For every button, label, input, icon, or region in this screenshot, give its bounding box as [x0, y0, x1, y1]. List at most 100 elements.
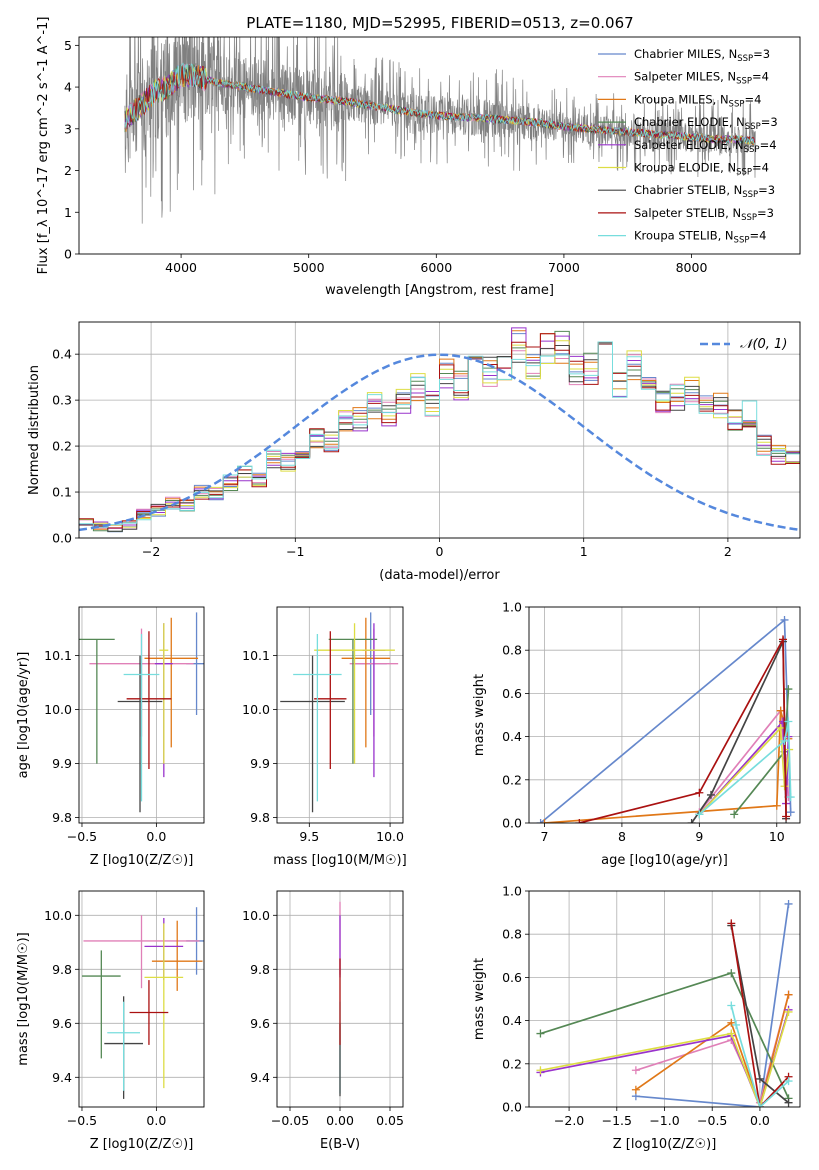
legend-label-tail: =3	[761, 115, 778, 129]
axes-frame	[276, 890, 404, 1108]
legend-label-gaussian: 𝒩(0, 1)	[740, 337, 787, 352]
y-tick-label: 0.8	[502, 643, 522, 658]
legend-label-krou_elodie: Kroupa ELODIE, NSSP=4	[634, 161, 769, 178]
y-tick-label: 9.8	[52, 962, 72, 977]
legend-label-krou_miles: Kroupa MILES, NSSP=4	[634, 92, 761, 109]
y-tick-label: 10.1	[44, 648, 72, 663]
x-axis-label: E(B-V)	[320, 1137, 360, 1152]
y-tick-label: 0.2	[502, 772, 522, 787]
weight-marker-chab_miles	[784, 899, 793, 908]
x-tick-label: 0.0	[146, 1113, 166, 1128]
y-tick-label: 9.4	[52, 1070, 72, 1085]
legend-label-salp_elodie: Salpeter ELODIE, NSSP=4	[634, 138, 777, 155]
x-axis-label: Z [log10(Z/Z☉)]	[90, 853, 194, 868]
y-tick-label: 0.0	[502, 816, 522, 831]
legend-label-tail: =3	[753, 47, 770, 61]
y-axis-label: Normed distribution	[27, 365, 42, 495]
weight-line-chab_miles	[635, 903, 790, 1107]
weight-marker-krou_stelib	[784, 717, 793, 726]
x-axis-label: Z [log10(Z/Z☉)]	[613, 1137, 717, 1152]
y-tick-label: 9.9	[52, 756, 72, 771]
y-tick-label: 9.8	[52, 810, 72, 825]
x-tick-label: 6000	[420, 260, 452, 275]
plot-area-weight_vs_Z	[536, 899, 793, 1107]
x-tick-label: −0.5	[67, 1113, 97, 1128]
weight-marker-chab_elodie	[536, 1029, 545, 1038]
y-axis-label: mass [log10(M/M☉)]	[16, 932, 31, 1065]
weight-marker-salp_stelib	[727, 919, 736, 928]
weight-marker-krou_stelib	[727, 1001, 736, 1010]
y-axis-label: mass weight	[472, 674, 487, 756]
legend-label-tail: =4	[752, 70, 769, 84]
weight-marker-salp_stelib	[695, 788, 704, 797]
x-axis-label: (data-model)/error	[379, 568, 500, 583]
legend-label-krou_stelib: Kroupa STELIB, NSSP=4	[634, 229, 766, 246]
y-tick-label: 10.1	[242, 648, 270, 663]
weight-marker-chab_miles	[786, 808, 795, 817]
legend-label-main: Salpeter ELODIE, N	[634, 138, 744, 152]
axes-mass_vs_Z: −0.5 0.0 9.4 9.6 9.8 10.0 Z [log10(Z/Z☉)] mass …	[16, 890, 205, 1152]
weight-marker-salp_miles	[631, 1066, 640, 1075]
y-tick-label: 9.9	[250, 756, 270, 771]
legend-label-sub: SSP	[736, 77, 752, 87]
y-tick-label: 0.0	[502, 1100, 522, 1115]
x-axis-label: mass [log10(M/M☉)]	[273, 853, 406, 868]
weight-marker-chab_miles	[780, 615, 789, 624]
x-tick-label: −0.5	[697, 1113, 727, 1128]
plots: 4000 5000 6000 7000 8000 0 1 2 3 4 5 wavelength [An…	[16, 17, 801, 1152]
weight-marker-krou_elodie	[780, 782, 789, 791]
y-axis-label: mass weight	[472, 958, 487, 1040]
weight-marker-chab_miles	[536, 819, 545, 823]
legend-label-sub: SSP	[734, 236, 750, 246]
y-tick-label: 0.1	[52, 485, 72, 500]
legend-label-sub: SSP	[741, 213, 757, 223]
plot-area-weight_vs_age	[536, 615, 795, 823]
y-axis-label: age [log10(age/yr)]	[16, 652, 31, 779]
weight-marker-chab_stelib	[706, 790, 715, 799]
weight-marker-chab_stelib	[687, 819, 696, 823]
weight-line-krou_miles	[635, 994, 790, 1107]
y-tick-label: 10.0	[242, 908, 270, 923]
x-tick-label: 5000	[293, 260, 325, 275]
x-tick-label: 7000	[548, 260, 580, 275]
y-tick-label: 10.0	[242, 702, 270, 717]
axes-frame	[276, 606, 404, 824]
weight-marker-chab_stelib	[755, 1074, 764, 1083]
x-tick-label: −1.5	[602, 1113, 632, 1128]
axes-frame	[78, 321, 801, 539]
legend-label-main: Kroupa STELIB, N	[634, 229, 734, 243]
weight-line-salp_stelib	[730, 923, 790, 1107]
x-tick-label: 0.05	[376, 1113, 404, 1128]
weight-line-krou_elodie	[698, 725, 791, 815]
x-tick-label: 8	[618, 829, 626, 844]
weight-marker-krou_stelib	[732, 1020, 741, 1029]
weight-marker-krou_miles	[784, 990, 793, 999]
weight-line-krou_stelib	[698, 721, 792, 816]
gaussian-curve	[79, 353, 800, 532]
axes-frame	[528, 606, 801, 824]
weight-marker-krou_stelib	[784, 1077, 793, 1086]
x-tick-label: 4000	[165, 260, 197, 275]
y-tick-label: 9.8	[250, 810, 270, 825]
x-axis-label: age [log10(age/yr)]	[601, 853, 728, 868]
x-tick-label: −1	[286, 544, 304, 559]
x-tick-label: 0.0	[146, 829, 166, 844]
y-tick-label: 4	[64, 80, 72, 95]
y-tick-label: 9.8	[250, 962, 270, 977]
legend-label-sub: SSP	[742, 190, 758, 200]
weight-marker-chab_elodie	[727, 969, 736, 978]
axes-frame	[528, 890, 801, 1108]
observed-spectrum	[124, 37, 756, 224]
axes-residual_hist: −2 −1 0 1 2 0.0 0.1 0.2 0.3 0.4 𝒩(0, 1) (data-model…	[27, 321, 801, 583]
axes-frame	[78, 36, 801, 255]
weight-marker-chab_stelib	[784, 1098, 793, 1107]
x-tick-label: −1.0	[649, 1113, 679, 1128]
axes-age_vs_Z: −0.5 0.0 9.8 9.9 10.0 10.1 Z [log10(Z/Z☉)] age …	[16, 606, 205, 868]
x-tick-label: −0.05	[271, 1113, 309, 1128]
legend-label-sub: SSP	[745, 122, 761, 132]
x-tick-label: 0.0	[750, 1113, 770, 1128]
y-tick-label: 0.8	[502, 927, 522, 942]
plot-area-residual_hist	[79, 327, 800, 533]
y-tick-label: 1.0	[502, 884, 522, 899]
